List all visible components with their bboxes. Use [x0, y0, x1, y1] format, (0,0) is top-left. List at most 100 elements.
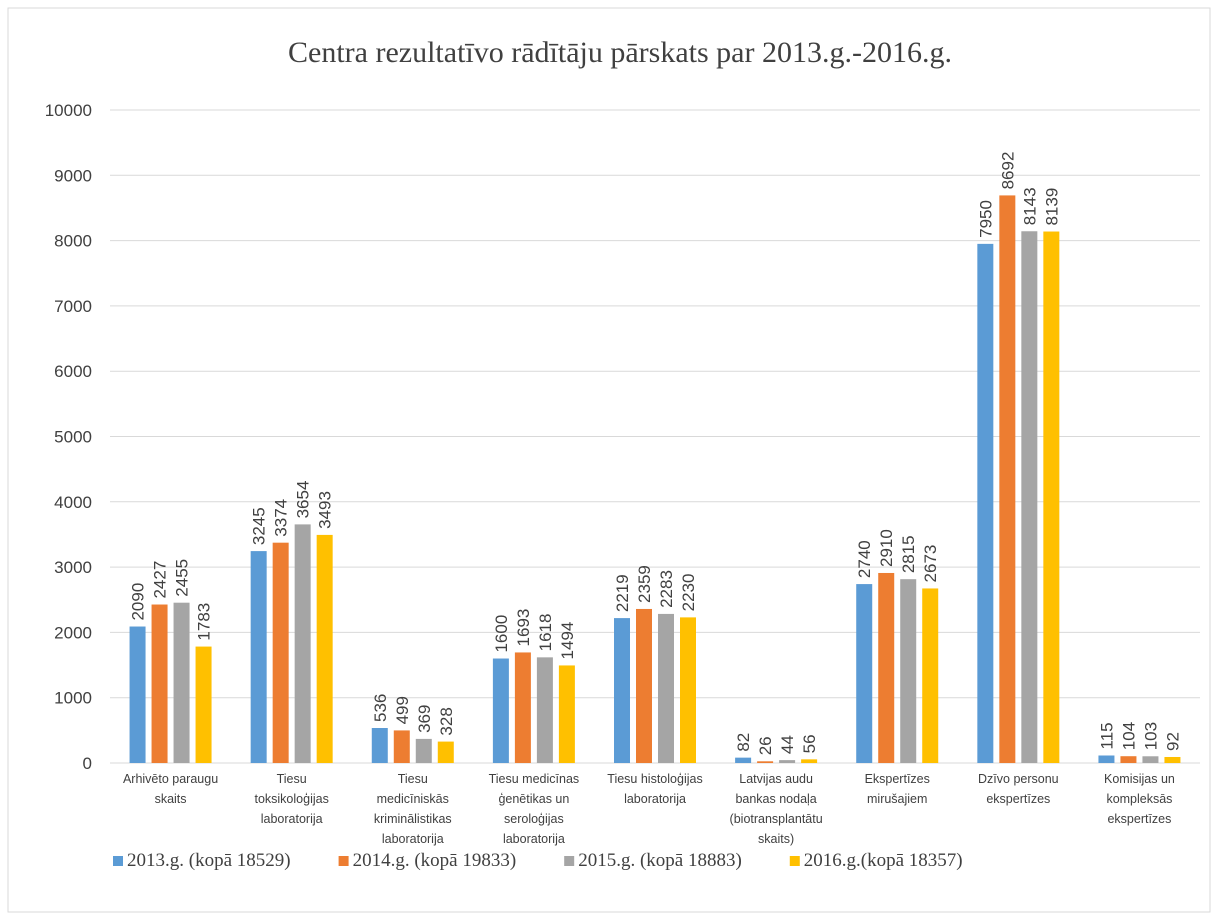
- value-label: 7950: [976, 200, 995, 238]
- legend-label: 2013.g. (kopā 18529): [127, 850, 291, 871]
- bar: [878, 572, 895, 763]
- value-label: 3493: [316, 491, 335, 529]
- value-label: 8692: [998, 152, 1017, 190]
- value-label: 2427: [151, 561, 170, 599]
- bar: [1021, 231, 1038, 764]
- bar: [316, 534, 333, 763]
- bar: [1043, 231, 1060, 763]
- bar: [1142, 756, 1159, 763]
- value-label: 1618: [536, 614, 555, 652]
- value-label: 1693: [514, 609, 533, 647]
- x-tick-label: Tiesu toksikoloģijas laboratorija: [254, 772, 328, 826]
- bar: [393, 730, 410, 763]
- value-label: 44: [778, 735, 797, 754]
- legend-label: 2015.g. (kopā 18883): [578, 850, 742, 871]
- legend-label: 2014.g. (kopā 19833): [353, 850, 517, 871]
- bar: [614, 618, 630, 763]
- bar: [922, 588, 939, 763]
- value-label: 103: [1141, 722, 1160, 750]
- value-label: 8143: [1020, 187, 1039, 225]
- bar: [1164, 756, 1181, 763]
- bar: [735, 757, 752, 763]
- value-label: 3654: [294, 481, 313, 519]
- bar: [801, 759, 818, 763]
- y-tick-label: 2000: [54, 623, 92, 642]
- value-label: 2359: [635, 565, 654, 603]
- legend-label: 2016.g.(kopā 18357): [804, 850, 963, 871]
- x-tick-label: Tiesu medicīniskās kriminālistikas laborato…: [374, 772, 452, 846]
- value-label: 499: [393, 696, 412, 724]
- legend-swatch: [338, 856, 349, 866]
- x-tick-label: Latvijas audu bankas nodaļa (biotransplant…: [730, 772, 823, 846]
- value-label: 2283: [657, 570, 676, 608]
- bar: [757, 761, 774, 763]
- bar: [536, 657, 553, 763]
- y-tick-label: 6000: [54, 362, 92, 381]
- y-tick-label: 8000: [54, 232, 92, 251]
- bar: [272, 542, 289, 763]
- bar: [371, 727, 388, 763]
- bar: [129, 626, 146, 763]
- y-tick-label: 4000: [54, 493, 92, 512]
- value-label: 369: [415, 705, 434, 733]
- value-label: 82: [734, 733, 753, 752]
- bar: [492, 658, 509, 763]
- bar: [173, 602, 190, 763]
- y-tick-label: 10000: [45, 101, 92, 120]
- value-label: 2455: [173, 559, 192, 597]
- x-tick-label: Komisijas un kompleksās ekspertīzes: [1104, 772, 1175, 826]
- bar: [514, 652, 531, 763]
- bar: [680, 617, 696, 763]
- value-label: 1494: [558, 622, 577, 660]
- x-tick-label: Tiesu medicīnas ģenētikas un seroloģijas la…: [489, 772, 580, 846]
- value-label: 2740: [855, 540, 874, 578]
- y-tick-label: 7000: [54, 297, 92, 316]
- bar: [636, 608, 652, 763]
- x-tick-label: Arhivēto paraugu skaits: [123, 772, 218, 806]
- y-tick-label: 1000: [54, 689, 92, 708]
- value-label: 536: [371, 694, 390, 722]
- value-label: 2815: [899, 535, 918, 573]
- value-label: 328: [437, 707, 456, 735]
- x-tick-label: Tiesu histoloģijas laboratorija: [607, 772, 702, 806]
- bar: [151, 604, 168, 763]
- value-label: 2219: [613, 574, 632, 612]
- y-tick-label: 3000: [54, 558, 92, 577]
- value-label: 1600: [492, 615, 511, 653]
- bar: [437, 741, 454, 763]
- legend-swatch: [789, 856, 800, 866]
- bar: [195, 646, 212, 763]
- bar: [977, 243, 994, 764]
- bar: [1120, 756, 1137, 763]
- bar: [294, 524, 311, 763]
- x-tick-label: Ekspertīzes mirušajiem: [865, 772, 930, 806]
- value-label: 3245: [250, 507, 269, 545]
- bar: [658, 613, 674, 763]
- y-tick-label: 9000: [54, 166, 92, 185]
- bar: [1098, 755, 1115, 763]
- bar: [856, 584, 873, 763]
- value-label: 2673: [921, 545, 940, 583]
- value-label: 1783: [195, 603, 214, 641]
- bar: [415, 738, 432, 763]
- value-label: 92: [1163, 732, 1182, 751]
- value-label: 115: [1097, 722, 1116, 749]
- value-label: 104: [1119, 722, 1138, 750]
- chart-title: Centra rezultatīvo rādītāju pārskats par…: [288, 36, 952, 69]
- value-label: 2230: [679, 574, 698, 612]
- legend-swatch: [113, 856, 123, 866]
- bar: [999, 195, 1016, 763]
- value-label: 8139: [1042, 188, 1061, 226]
- bar: [250, 551, 267, 763]
- value-label: 26: [756, 736, 775, 755]
- value-label: 2090: [129, 583, 148, 621]
- value-label: 3374: [272, 499, 291, 537]
- legend-swatch: [564, 856, 575, 866]
- x-tick-label: Dzīvo personu ekspertīzes: [978, 772, 1059, 806]
- bar: [558, 665, 575, 763]
- bar: [900, 579, 917, 763]
- bar: [779, 760, 796, 763]
- y-tick-label: 5000: [54, 428, 92, 447]
- y-tick-label: 0: [83, 754, 92, 773]
